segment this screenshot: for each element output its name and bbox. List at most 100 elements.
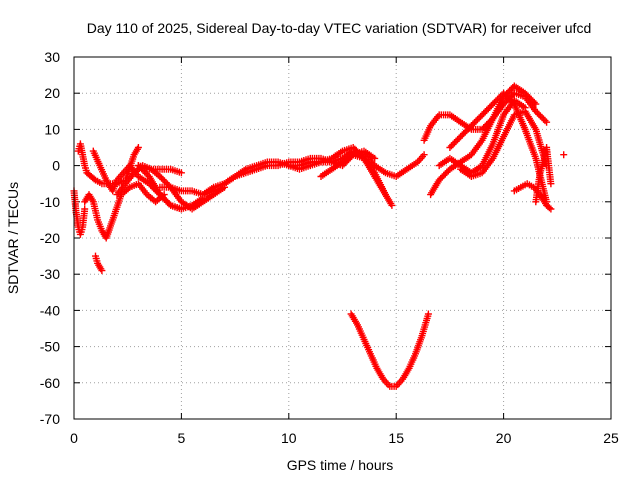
data-point xyxy=(437,175,445,182)
data-point xyxy=(504,94,512,102)
data-point xyxy=(472,117,480,125)
data-point xyxy=(527,95,535,103)
data-point xyxy=(506,95,514,103)
grid xyxy=(74,57,611,419)
data-point xyxy=(540,115,547,123)
data-point xyxy=(156,173,164,180)
series-arc-4 xyxy=(92,252,106,275)
y-tick-label: -30 xyxy=(40,266,60,282)
chart-title: Day 110 of 2025, Sidereal Day-to-day VTE… xyxy=(87,20,591,36)
y-tick-label: -20 xyxy=(40,230,60,246)
y-tick-label: -10 xyxy=(40,194,60,210)
plot-frame xyxy=(73,56,612,420)
data-point xyxy=(438,173,446,181)
x-tick-label: 10 xyxy=(281,430,297,446)
data-point xyxy=(441,170,449,178)
data-point xyxy=(532,107,540,115)
x-axis-label: GPS time / hours xyxy=(287,457,394,473)
y-axis-label: SDTVAR / TECUs xyxy=(5,182,21,294)
data-point xyxy=(478,111,486,119)
data-point xyxy=(535,110,543,118)
series-arc-13 xyxy=(317,151,389,199)
y-tick-label: 20 xyxy=(44,85,60,101)
data-point xyxy=(177,169,185,177)
data-point xyxy=(420,151,428,159)
x-tick-label: 25 xyxy=(603,430,619,446)
data-point xyxy=(424,310,432,318)
x-tick-labels: 0 5 10 15 20 25 xyxy=(70,430,619,446)
data-point xyxy=(481,108,489,116)
series-dip xyxy=(347,310,432,390)
data-point xyxy=(469,120,477,128)
series-arc-12 xyxy=(285,147,428,180)
data-point xyxy=(156,191,164,199)
data-point xyxy=(451,139,458,147)
data-point xyxy=(486,103,494,111)
data-point xyxy=(134,144,142,151)
data-point xyxy=(455,134,463,142)
y-tick-label: 30 xyxy=(44,49,60,65)
data-point xyxy=(547,180,555,188)
series-late xyxy=(510,180,555,213)
series-outlier xyxy=(560,151,568,159)
data-point xyxy=(506,87,514,95)
data-point xyxy=(526,94,534,102)
data-point xyxy=(523,91,531,99)
series-arc-8 xyxy=(134,162,185,177)
data-point xyxy=(536,112,544,120)
data-point xyxy=(474,116,481,124)
data-point xyxy=(388,201,396,209)
series-late-spike xyxy=(532,144,555,206)
y-tick-labels: 30 20 10 0 -10 -20 -30 -40 -50 -60 -70 xyxy=(40,49,60,427)
data-point xyxy=(460,130,468,137)
y-tick-label: 0 xyxy=(52,158,60,174)
series-rise-2 xyxy=(427,82,540,199)
data-point xyxy=(495,94,503,102)
y-tick-label: -60 xyxy=(40,375,60,391)
data-points xyxy=(70,82,568,390)
data-point xyxy=(161,195,168,203)
data-point xyxy=(543,118,551,126)
data-point xyxy=(500,89,508,97)
data-point xyxy=(165,200,173,208)
data-point xyxy=(470,119,478,127)
data-point xyxy=(487,102,495,110)
data-point xyxy=(457,133,465,141)
data-point xyxy=(382,191,389,199)
data-point xyxy=(492,97,500,105)
data-point xyxy=(545,204,553,212)
data-point xyxy=(478,125,486,133)
data-point xyxy=(466,123,474,131)
data-point xyxy=(447,142,455,150)
x-tick-label: 0 xyxy=(70,430,78,446)
data-point xyxy=(541,117,549,125)
data-point xyxy=(371,154,379,162)
data-point xyxy=(164,198,172,206)
x-tick-label: 15 xyxy=(388,430,404,446)
data-point xyxy=(530,99,538,106)
y-tick-label: -40 xyxy=(40,302,60,318)
series-arc-3 xyxy=(81,180,168,242)
data-point xyxy=(446,144,454,151)
data-point xyxy=(524,92,532,100)
data-point xyxy=(159,176,167,184)
data-point xyxy=(81,205,89,213)
series-arc-7 xyxy=(134,162,207,213)
data-point xyxy=(477,113,485,120)
x-tick-label: 5 xyxy=(178,430,186,446)
data-point xyxy=(501,91,509,99)
data-point xyxy=(532,100,540,108)
data-point xyxy=(164,180,172,188)
y-tick-label: -50 xyxy=(40,339,60,355)
x-tick-label: 20 xyxy=(496,430,512,446)
data-point xyxy=(461,128,469,136)
data-point xyxy=(161,177,168,185)
data-point xyxy=(464,125,472,133)
data-point xyxy=(560,151,568,159)
data-point xyxy=(483,106,491,114)
data-point xyxy=(490,99,498,106)
data-point xyxy=(98,267,106,275)
y-tick-label: -70 xyxy=(40,411,60,427)
data-point xyxy=(90,175,98,183)
